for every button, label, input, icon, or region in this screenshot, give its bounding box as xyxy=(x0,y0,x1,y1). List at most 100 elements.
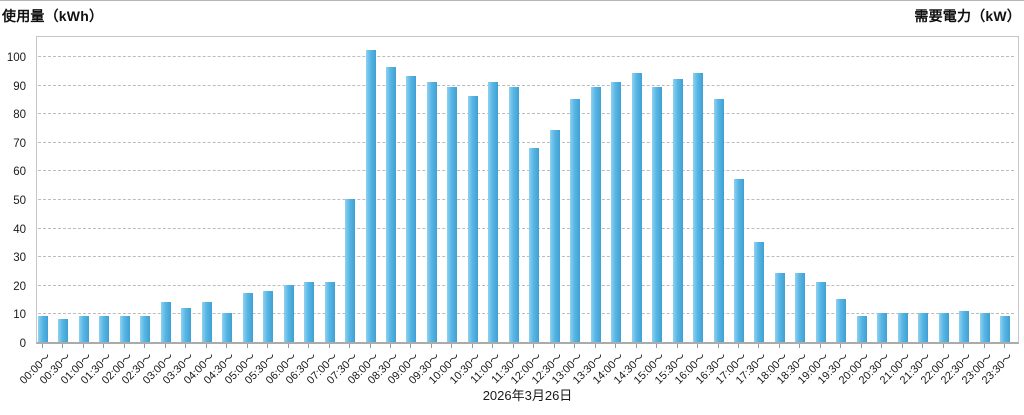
x-tick-label-14: 07:00～ xyxy=(304,351,341,387)
bar-1930 xyxy=(836,299,847,342)
x-tick-label-8: 04:00～ xyxy=(181,351,218,387)
x-tick-46 xyxy=(983,344,985,348)
x-tick-19 xyxy=(430,344,432,348)
x-tick-40 xyxy=(860,344,862,348)
bar-0030 xyxy=(58,319,69,342)
x-tick-30 xyxy=(656,344,658,348)
x-tick-label-17: 08:30～ xyxy=(365,351,402,387)
bar-2200 xyxy=(938,313,949,342)
x-tick-label-3: 01:30～ xyxy=(79,351,115,387)
gridline-100 xyxy=(38,56,1014,57)
x-tick-label-38: 19:00～ xyxy=(795,351,832,387)
x-tick-15 xyxy=(349,344,351,348)
y-tick-label-50: 50 xyxy=(13,195,26,207)
x-tick-label-0: 00:00～ xyxy=(17,351,54,387)
x-tick-16 xyxy=(369,344,371,348)
bar-1100 xyxy=(488,81,499,342)
y-tick-label-80: 80 xyxy=(13,109,26,122)
bar-0830 xyxy=(385,67,396,342)
bar-0430 xyxy=(222,313,233,342)
x-tick-label-32: 16:00～ xyxy=(672,351,709,387)
x-tick-17 xyxy=(389,344,391,348)
gridline-10 xyxy=(38,313,1014,315)
bar-2100 xyxy=(897,313,908,342)
x-tick-41 xyxy=(881,344,883,348)
bar-1600 xyxy=(693,73,704,342)
x-tick-label-26: 13:00～ xyxy=(549,351,586,387)
x-tick-32 xyxy=(697,344,699,348)
bar-1430 xyxy=(631,73,642,342)
x-tick-28 xyxy=(615,344,617,348)
top-divider xyxy=(0,0,1024,1)
x-tick-5 xyxy=(144,344,146,348)
x-tick-26 xyxy=(574,344,576,348)
x-tick-33 xyxy=(717,344,719,348)
x-tick-14 xyxy=(328,344,330,348)
x-tick-13 xyxy=(308,344,310,348)
x-tick-label-18: 09:00～ xyxy=(386,351,422,387)
x-tick-label-2: 01:00～ xyxy=(58,351,95,387)
x-tick-45 xyxy=(963,344,965,348)
bar-2130 xyxy=(918,313,929,342)
x-tick-label-20: 10:00～ xyxy=(427,351,463,387)
bar-2300 xyxy=(979,313,990,342)
bar-1000 xyxy=(447,87,458,342)
x-tick-9 xyxy=(226,344,228,348)
bar-1830 xyxy=(795,273,806,342)
y-axis-labels: 0 10 20 30 40 50 60 70 80 90 100 xyxy=(0,36,32,350)
bar-0800 xyxy=(365,50,376,342)
x-tick-label-5: 02:30～ xyxy=(120,351,156,387)
y-tick-label-100: 100 xyxy=(6,52,26,64)
x-tick-44 xyxy=(942,344,944,348)
x-tick-42 xyxy=(901,344,903,348)
bar-1130 xyxy=(508,87,519,342)
x-tick-29 xyxy=(635,344,637,348)
x-tick-label-39: 19:30～ xyxy=(816,351,852,387)
x-tick-label-10: 05:00～ xyxy=(222,351,259,387)
left-axis-unit-label: 使用量（kWh） xyxy=(2,8,104,24)
gridline-90 xyxy=(38,84,1014,86)
x-tick-47 xyxy=(1004,344,1006,348)
x-tick-label-35: 17:30～ xyxy=(734,351,770,387)
x-tick-label-46: 23:00～ xyxy=(959,351,996,387)
x-tick-label-36: 18:00～ xyxy=(754,351,791,387)
x-tick-0 xyxy=(42,344,43,348)
x-tick-label-21: 10:30～ xyxy=(447,351,484,387)
bar-0700 xyxy=(324,281,335,342)
x-tick-label-6: 03:00～ xyxy=(140,351,177,387)
bar-1500 xyxy=(652,87,663,342)
x-tick-38 xyxy=(819,344,821,348)
x-tick-label-33: 16:30～ xyxy=(693,351,729,387)
x-tick-25 xyxy=(553,344,555,348)
x-tick-label-9: 04:30～ xyxy=(201,351,238,387)
x-tick-label-47: 23:30～ xyxy=(979,351,1016,387)
bar-0600 xyxy=(283,284,294,342)
bar-1200 xyxy=(529,147,540,342)
x-tick-label-44: 22:00～ xyxy=(918,351,955,387)
bar-0300 xyxy=(160,301,171,342)
x-tick-4 xyxy=(123,344,125,348)
bar-0400 xyxy=(201,301,212,342)
bar-1630 xyxy=(713,98,724,342)
x-tick-36 xyxy=(778,344,780,348)
gridline-30 xyxy=(38,256,1014,258)
x-tick-label-25: 12:30～ xyxy=(529,351,566,387)
gridline-40 xyxy=(38,227,1014,229)
x-tick-24 xyxy=(533,344,535,348)
x-tick-22 xyxy=(492,344,494,348)
bar-2330 xyxy=(1000,316,1011,342)
x-tick-label-13: 06:30～ xyxy=(283,351,320,387)
date-caption: 2026年3月26日 xyxy=(482,388,573,403)
x-tick-11 xyxy=(267,344,269,348)
y-tick-label-90: 90 xyxy=(13,80,26,93)
y-tick-label-0: 0 xyxy=(19,338,26,350)
bar-0730 xyxy=(345,199,356,342)
bar-2030 xyxy=(877,313,888,342)
chart-plot-area xyxy=(36,36,1019,344)
bar-1330 xyxy=(590,87,601,342)
x-tick-label-27: 13:30～ xyxy=(570,351,607,387)
x-tick-label-7: 03:30～ xyxy=(161,351,197,387)
bar-2000 xyxy=(856,316,867,342)
x-tick-2 xyxy=(82,344,84,348)
x-tick-label-24: 12:00～ xyxy=(509,351,545,387)
